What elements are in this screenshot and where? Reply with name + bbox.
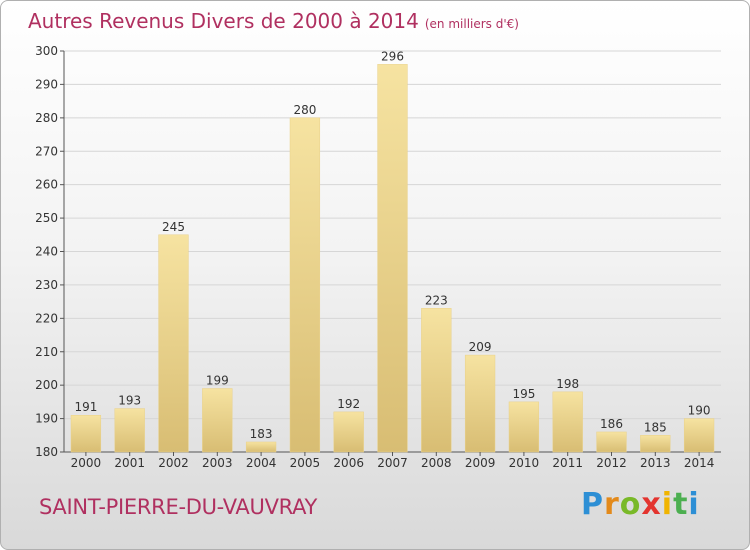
x-tick-label: 2013 [640, 456, 671, 470]
bar [289, 117, 321, 453]
y-tick-label: 240 [35, 245, 58, 259]
y-tick-label: 280 [35, 111, 58, 125]
y-tick-label: 270 [35, 144, 58, 158]
data-label: 280 [293, 103, 316, 117]
x-tick-label: 2005 [290, 456, 321, 470]
logo-letter: P [581, 487, 604, 522]
data-label: 296 [381, 49, 404, 63]
x-tick-label: 2006 [333, 456, 364, 470]
bar [202, 388, 233, 453]
data-label: 193 [118, 394, 141, 408]
bar [552, 391, 583, 453]
logo-letter: t [673, 487, 689, 522]
x-tick-label: 2010 [509, 456, 540, 470]
logo-letter: x [641, 487, 662, 522]
y-tick-label: 290 [35, 77, 58, 91]
x-tick-label: 2001 [114, 456, 145, 470]
chart-title: Autres Revenus Divers de 2000 à 2014 (en … [28, 9, 519, 33]
y-tick-label: 250 [35, 211, 58, 225]
x-tick-label: 2007 [377, 456, 408, 470]
bar [377, 64, 408, 453]
y-tick-label: 200 [35, 378, 58, 392]
bar [640, 435, 671, 453]
data-label: 186 [600, 417, 623, 431]
bar [245, 441, 277, 453]
y-tick-label: 180 [35, 445, 58, 459]
x-tick-label: 2014 [684, 456, 715, 470]
bar [158, 234, 189, 453]
bar [508, 401, 540, 453]
bar [464, 354, 496, 453]
data-label: 192 [337, 397, 360, 411]
data-label: 245 [162, 220, 185, 234]
x-tick-label: 2004 [246, 456, 277, 470]
data-label: 191 [74, 400, 97, 414]
y-tick-label: 300 [35, 44, 58, 58]
y-tick-label: 260 [35, 178, 58, 192]
logo-letter: i [688, 487, 700, 522]
logo-letter: o [619, 487, 642, 522]
bar [333, 411, 364, 453]
chart-title-text: Autres Revenus Divers de 2000 à 2014 [28, 9, 419, 33]
y-tick-label: 220 [35, 311, 58, 325]
data-label: 190 [688, 404, 711, 418]
data-label: 223 [425, 293, 448, 307]
x-tick-label: 2011 [552, 456, 583, 470]
x-tick-label: 2003 [202, 456, 233, 470]
bar [114, 408, 145, 453]
logo-letter: i [661, 487, 674, 522]
place-name: SAINT-PIERRE-DU-VAUVRAY [39, 495, 318, 519]
data-label: 183 [250, 427, 273, 441]
y-tick-label: 230 [35, 278, 58, 292]
x-tick-label: 2000 [71, 456, 102, 470]
logo-letter: r [604, 487, 620, 522]
x-tick-label: 2012 [596, 456, 627, 470]
bar [421, 308, 452, 453]
bar [70, 414, 102, 453]
data-label: 195 [512, 387, 535, 401]
data-label: 199 [206, 374, 229, 388]
y-tick-label: 190 [35, 412, 58, 426]
x-tick-label: 2009 [465, 456, 496, 470]
data-label: 185 [644, 420, 667, 434]
proxiti-logo: Proxiti [581, 487, 700, 522]
x-tick-label: 2002 [158, 456, 189, 470]
data-label: 209 [469, 340, 492, 354]
chart-unit: (en milliers d'€) [424, 17, 519, 31]
data-label: 198 [556, 377, 579, 391]
bar [683, 418, 715, 453]
bar [596, 431, 627, 453]
x-tick-label: 2008 [421, 456, 452, 470]
y-tick-label: 210 [35, 345, 58, 359]
